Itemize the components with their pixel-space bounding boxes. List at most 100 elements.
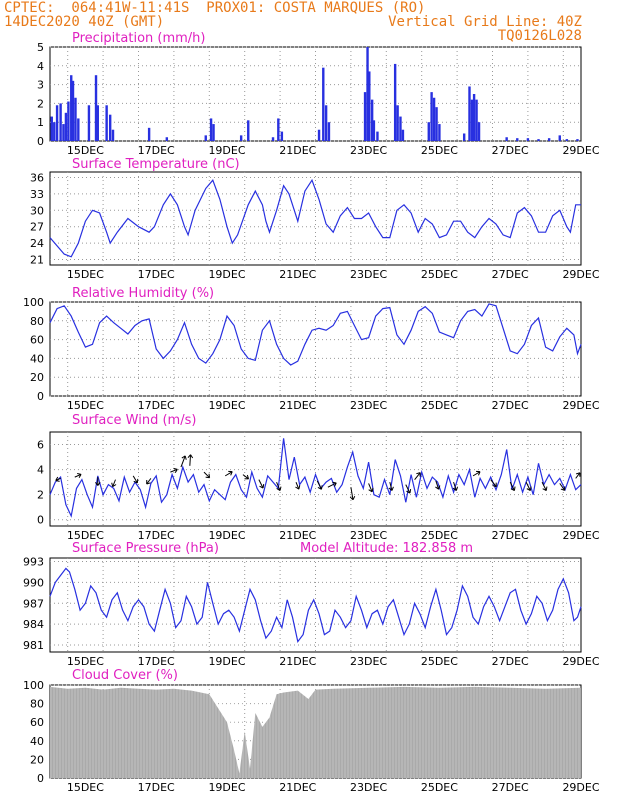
precip-bar <box>87 105 91 141</box>
x-tick-label: 23DEC <box>350 655 387 668</box>
wind-arrowhead <box>259 483 265 489</box>
wind-arrowhead <box>146 479 151 485</box>
x-tick-label: 19DEC <box>208 144 245 157</box>
panel-title: Surface Wind (m/s) <box>72 413 196 428</box>
precip-bar <box>247 120 250 141</box>
wind-vector <box>203 471 210 479</box>
wind-vector <box>74 473 82 478</box>
precip-bar <box>50 116 53 141</box>
y-tick-label: 5 <box>37 41 44 54</box>
x-tick-label: 23DEC <box>350 268 387 281</box>
panel-frame <box>49 431 582 527</box>
x-tick-label: 17DEC <box>138 781 175 794</box>
x-tick-label: 27DEC <box>492 144 529 157</box>
wind-vector <box>170 468 178 473</box>
y-tick-label: 4 <box>37 464 44 477</box>
x-tick-label: 21DEC <box>279 529 316 542</box>
x-tick-label: 27DEC <box>492 655 529 668</box>
wind-vector <box>472 471 481 477</box>
precip-bar <box>108 114 112 141</box>
panel-frame <box>49 46 582 142</box>
precip-bar <box>327 122 331 141</box>
wind-arrowhead <box>205 473 211 479</box>
y-tick-label: 30 <box>30 204 44 217</box>
precip-bar <box>59 103 62 141</box>
wind-vector <box>276 481 281 491</box>
wind-arrowhead <box>244 474 250 480</box>
x-tick-label: 15DEC <box>67 529 104 542</box>
x-tick-label: 19DEC <box>208 781 245 794</box>
y-tick-label: 990 <box>23 576 44 589</box>
x-tick-label: 21DEC <box>279 144 316 157</box>
y-tick-label: 33 <box>30 188 44 201</box>
x-tick-label: 17DEC <box>138 529 175 542</box>
precip-bar <box>475 99 478 141</box>
wind-arrowhead <box>187 454 194 459</box>
y-tick-label: 0 <box>37 390 44 403</box>
x-tick-label: 23DEC <box>350 529 387 542</box>
wind-arrowhead <box>435 485 441 490</box>
wind-vector <box>509 481 515 491</box>
precip-bar <box>64 112 68 141</box>
precip-bar <box>74 97 77 141</box>
y-tick-label: 981 <box>23 639 44 652</box>
precip-bar <box>96 105 99 141</box>
x-tick-label: 27DEC <box>492 529 529 542</box>
wind-vector <box>350 487 354 500</box>
x-tick-label: 17DEC <box>138 144 175 157</box>
precip-bar <box>363 92 367 141</box>
wind-arrowhead <box>452 486 459 491</box>
header: CPTEC: 064:41W-11:41S PROX01: COSTA MARQ… <box>0 0 618 50</box>
x-tick-label: 15DEC <box>67 781 104 794</box>
precip-bar <box>209 118 213 141</box>
x-tick-label: 23DEC <box>350 144 387 157</box>
x-tick-label: 29DEC <box>562 781 599 794</box>
precip-bar <box>239 135 243 141</box>
precip-bar <box>558 135 561 141</box>
precip-bar <box>468 86 471 141</box>
precip-bar <box>427 122 430 141</box>
panel-frame <box>49 301 582 397</box>
wind-vector <box>112 479 116 487</box>
wind-vector <box>242 474 249 480</box>
x-tick-label: 15DEC <box>67 268 104 281</box>
wind-arrowhead <box>77 472 82 479</box>
precip-bar <box>53 122 56 141</box>
series-line <box>49 178 581 258</box>
x-tick-label: 29DEC <box>562 268 599 281</box>
wind-arrowhead <box>575 472 581 477</box>
precip-bar <box>526 138 530 141</box>
y-tick-label: 21 <box>30 254 44 267</box>
wind-vector <box>389 482 393 491</box>
y-tick-label: 27 <box>30 221 44 234</box>
wind-arrowhead <box>510 486 516 491</box>
y-tick-label: 0 <box>37 772 44 785</box>
x-tick-label: 29DEC <box>562 399 599 412</box>
precip-bar <box>111 129 115 141</box>
wind-vector <box>55 477 61 481</box>
precip-bar <box>401 129 405 141</box>
wind-vector <box>132 475 138 484</box>
precip-bar <box>62 124 65 141</box>
y-tick-label: 1 <box>37 116 44 129</box>
x-tick-label: 19DEC <box>208 529 245 542</box>
x-tick-label: 27DEC <box>492 268 529 281</box>
series-line <box>49 567 582 644</box>
precip-bar <box>324 105 328 141</box>
y-tick-label: 0 <box>37 514 44 527</box>
wind-vector <box>414 472 421 480</box>
precip-bar <box>165 137 169 141</box>
precip-bar <box>212 124 215 141</box>
precip-bar <box>432 97 436 141</box>
wind-vector <box>316 480 322 490</box>
wind-vector <box>295 481 300 490</box>
y-tick-label: 40 <box>30 735 44 748</box>
header-code: TQ0126L028 <box>497 28 582 44</box>
x-tick-label: 17DEC <box>138 399 175 412</box>
wind-arrowhead <box>111 482 117 488</box>
wind-vector <box>180 455 186 468</box>
x-tick-label: 25DEC <box>421 529 458 542</box>
y-tick-label: 2 <box>37 97 44 110</box>
wind-arrowhead <box>276 486 282 491</box>
precip-bar <box>477 122 481 141</box>
